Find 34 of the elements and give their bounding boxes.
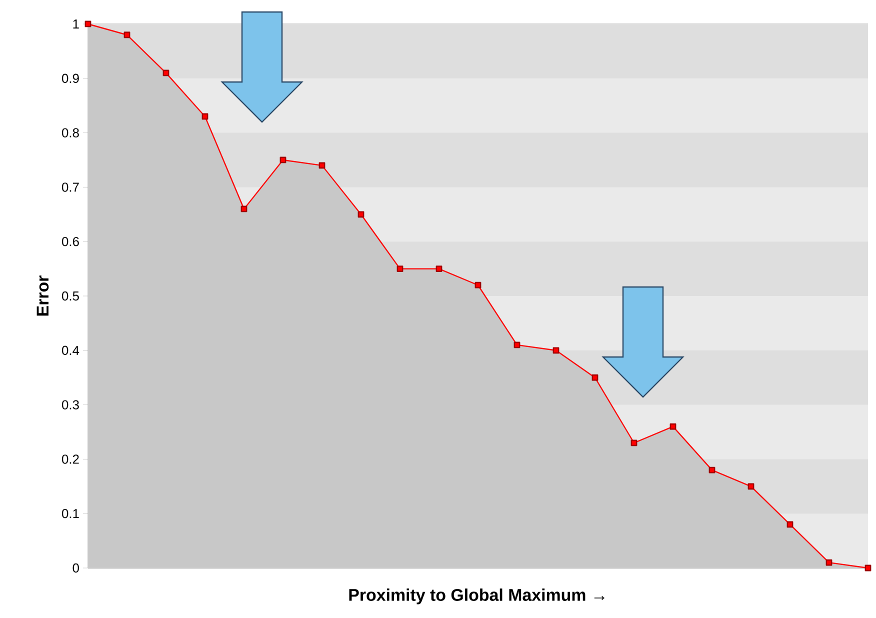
x-axis-title: Proximity to Global Maximum → xyxy=(349,588,604,604)
point xyxy=(396,266,404,272)
y-tick-label: 0.4 xyxy=(62,346,80,355)
point xyxy=(864,564,872,572)
point xyxy=(162,70,170,76)
y-tick-label: 0.5 xyxy=(62,291,79,301)
y-tick-label: 0.7 xyxy=(62,182,79,192)
point xyxy=(124,32,130,38)
point xyxy=(240,206,248,212)
y-tick-label: 0.2 xyxy=(62,454,79,464)
y-tick-label: 0.6 xyxy=(62,237,79,246)
point xyxy=(514,342,520,348)
point xyxy=(474,282,482,288)
point xyxy=(748,483,754,490)
point xyxy=(786,521,794,528)
y-tick-label: 0.9 xyxy=(62,74,79,83)
point xyxy=(202,113,208,120)
point xyxy=(670,423,676,430)
point xyxy=(592,374,598,381)
point xyxy=(826,559,832,566)
point xyxy=(358,211,364,218)
y-tick-label: 0.1 xyxy=(62,509,79,518)
y-tick-label: 0.3 xyxy=(62,400,79,410)
y-tick-label: 0.8 xyxy=(62,128,79,138)
point xyxy=(318,162,326,169)
point xyxy=(708,466,716,474)
point xyxy=(84,20,92,28)
point xyxy=(552,347,560,354)
y-axis-title: Error xyxy=(36,276,49,316)
y-tick-label: 0 xyxy=(72,563,79,573)
point xyxy=(630,440,638,446)
point xyxy=(436,266,442,272)
y-tick-label: 1 xyxy=(73,20,79,28)
point xyxy=(280,156,286,164)
